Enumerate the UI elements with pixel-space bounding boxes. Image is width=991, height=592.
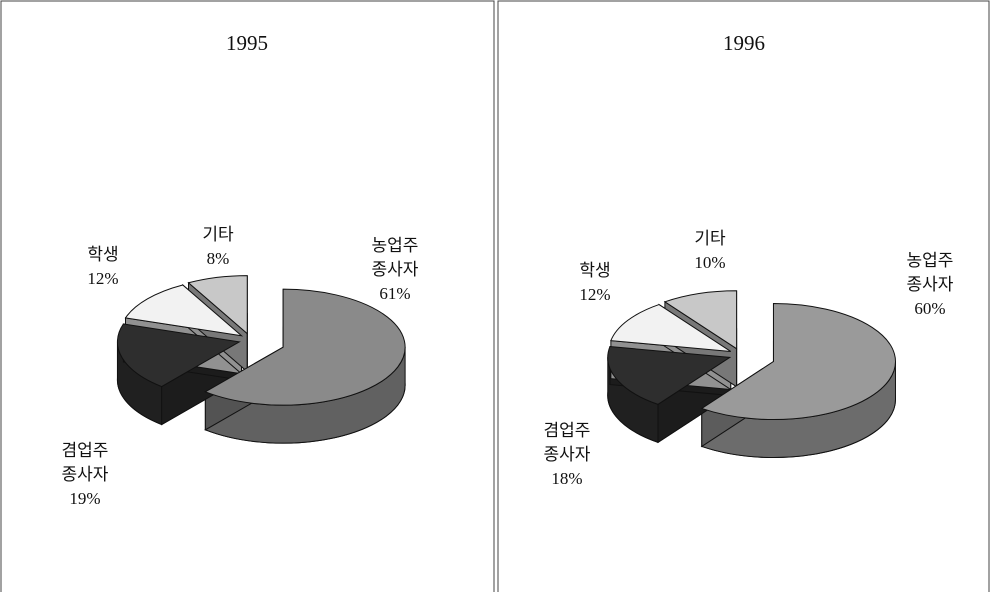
slice-label: 학생 (579, 261, 610, 280)
slice-label: 농업주 (907, 251, 954, 270)
slice-value-label: 60% (914, 299, 945, 318)
pie-slice (204, 288, 406, 406)
slice-value-label: 19% (69, 489, 100, 508)
slice-value-label: 61% (379, 284, 410, 303)
pie-slice (607, 346, 732, 405)
panel-border (0, 0, 495, 592)
slice-label: 종사자 (62, 465, 109, 484)
slice-label: 종사자 (544, 445, 591, 464)
slice-label: 종사자 (372, 260, 419, 279)
chart-title: 1995 (226, 31, 268, 55)
slice-value-label: 8% (207, 249, 230, 268)
pie-slice (700, 303, 896, 421)
slice-label: 기타 (202, 225, 234, 244)
chart-title: 1996 (723, 31, 765, 55)
slice-label: 학생 (87, 245, 118, 264)
slice-value-label: 18% (551, 469, 582, 488)
slice-label: 농업주 (372, 236, 419, 255)
pie-slice (124, 284, 244, 337)
slice-value-label: 12% (87, 269, 118, 288)
slice-label: 겸업주 (544, 421, 591, 440)
panel-border (497, 0, 990, 592)
slice-label: 겸업주 (62, 441, 109, 460)
pie-slice (187, 275, 248, 335)
pie-slice (116, 323, 241, 388)
pie-slice (663, 290, 738, 350)
pie-slice (610, 303, 731, 352)
slice-value-label: 10% (694, 253, 725, 272)
slice-value-label: 12% (579, 285, 610, 304)
slice-label: 종사자 (907, 275, 954, 294)
slice-label: 기타 (694, 229, 726, 248)
